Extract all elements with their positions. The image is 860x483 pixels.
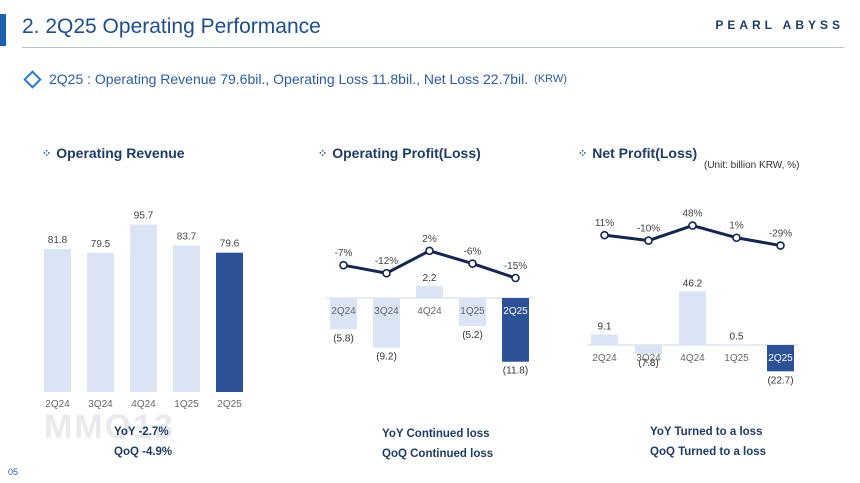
net-category-label: 4Q24	[680, 353, 705, 364]
revenue-qoq-note: QoQ -4.9%	[114, 446, 173, 458]
revenue-category-label: 3Q24	[88, 399, 113, 410]
net-yoy-note: YoY Turned to a loss	[650, 426, 763, 438]
dots-bullet-icon: ⁘	[42, 147, 52, 160]
net-value-label: 0.5	[730, 331, 744, 342]
op-bar-2q25	[502, 298, 529, 362]
net-bar-2q25	[767, 345, 794, 372]
op-value-label: (5.2)	[462, 330, 483, 341]
title-accent-bar	[0, 14, 6, 46]
revenue-bar-2q25	[216, 252, 243, 392]
op-margin-label: -15%	[504, 261, 527, 272]
net-margin-label: -10%	[637, 224, 660, 235]
op-title-text: Operating Profit(Loss)	[332, 145, 481, 161]
op-qoq-note: QoQ Continued loss	[382, 448, 494, 460]
op-margin-point	[339, 260, 348, 270]
net-margin-label: -29%	[769, 229, 792, 240]
op-bar-3q24	[373, 298, 400, 348]
op-value-label: 2.2	[423, 273, 437, 284]
revenue-category-label: 4Q24	[131, 399, 156, 410]
net-category-label: 2Q25	[768, 353, 793, 364]
net-bar-4q24	[679, 291, 706, 345]
op-category-label: 1Q25	[460, 306, 485, 317]
net-margin-point	[600, 230, 609, 240]
summary-unit: (KRW)	[534, 73, 567, 85]
net-margin-label: 11%	[595, 218, 614, 229]
op-margin-label: -12%	[375, 256, 398, 267]
revenue-bar-4q24	[130, 224, 157, 392]
revenue-value-label: 83.7	[177, 232, 197, 243]
net-margin-point	[644, 236, 653, 245]
summary-text: 2Q25 : Operating Revenue 79.6bil., Opera…	[49, 71, 529, 87]
op-value-label: (5.8)	[333, 333, 354, 344]
revenue-yoy-note: YoY -2.7%	[114, 426, 169, 438]
net-category-label: 3Q24	[636, 353, 661, 364]
net-value-label: 46.2	[683, 278, 703, 289]
op-bar-4q24	[416, 286, 443, 298]
unit-note: (Unit: billion KRW, %)	[704, 160, 800, 171]
revenue-value-label: 79.6	[220, 239, 240, 250]
op-margin-label: -6%	[464, 247, 482, 258]
op-value-label: (9.2)	[376, 352, 397, 363]
net-margin-label: 48%	[682, 209, 702, 220]
op-margin-point	[511, 273, 520, 283]
op-yoy-note: YoY Continued loss	[382, 428, 490, 440]
net-title-text: Net Profit(Loss)	[592, 145, 698, 161]
op-bar-1q25	[459, 298, 486, 327]
op-margin-point	[468, 259, 477, 268]
net-qoq-note: QoQ Turned to a loss	[650, 446, 767, 458]
net-bar-2q24	[591, 334, 618, 345]
revenue-bar-1q25	[173, 245, 200, 392]
op-category-label: 2Q24	[331, 306, 356, 317]
net-category-label: 1Q25	[724, 353, 749, 364]
net-category-label: 2Q24	[592, 353, 617, 364]
revenue-value-label: 81.8	[48, 235, 68, 246]
dots-bullet-icon: ⁘	[318, 147, 328, 160]
brand-logo: PEARL ABYSS	[715, 18, 844, 32]
revenue-bar-3q24	[87, 252, 114, 392]
dots-bullet-icon: ⁘	[578, 147, 588, 160]
op-margin-point	[382, 268, 391, 278]
revenue-value-label: 95.7	[134, 211, 154, 222]
watermark: MMO13	[44, 408, 175, 446]
revenue-category-label: 2Q24	[45, 399, 70, 410]
net-margin-label: 1%	[729, 221, 744, 232]
title-divider	[22, 47, 844, 48]
op-value-label: (11.8)	[503, 366, 528, 377]
revenue-bar-2q24	[44, 248, 71, 392]
net-bar-3q24	[635, 345, 662, 355]
revenue-section-title: ⁘ Operating Revenue	[42, 145, 185, 161]
op-category-label: 2Q25	[503, 306, 528, 317]
op-category-label: 4Q24	[417, 306, 442, 317]
revenue-category-label: 1Q25	[174, 399, 199, 410]
op-bar-2q24	[330, 298, 357, 330]
page-title: 2. 2Q25 Operating Performance	[22, 15, 321, 38]
net-margin-point	[776, 241, 785, 250]
net-margin-point	[688, 221, 697, 230]
op-section-title: ⁘ Operating Profit(Loss)	[318, 145, 481, 161]
op-margin-point	[425, 246, 434, 256]
op-margin-label: 2%	[422, 234, 437, 245]
summary-line: 2Q25 : Operating Revenue 79.6bil., Opera…	[23, 69, 567, 89]
page-number: 05	[8, 467, 19, 477]
revenue-category-label: 2Q25	[217, 399, 242, 410]
op-category-label: 3Q24	[374, 306, 399, 317]
net-margin-point	[732, 233, 741, 243]
net-bar-1q25	[723, 344, 750, 345]
net-value-label: (7.8)	[638, 358, 659, 369]
net-value-label: 9.1	[598, 321, 612, 332]
op-margin-label: -7%	[335, 248, 353, 259]
net-section-title: ⁘ Net Profit(Loss)	[578, 145, 697, 161]
revenue-value-label: 79.5	[91, 239, 111, 250]
net-value-label: (22.7)	[767, 375, 793, 386]
revenue-title-text: Operating Revenue	[56, 145, 185, 161]
